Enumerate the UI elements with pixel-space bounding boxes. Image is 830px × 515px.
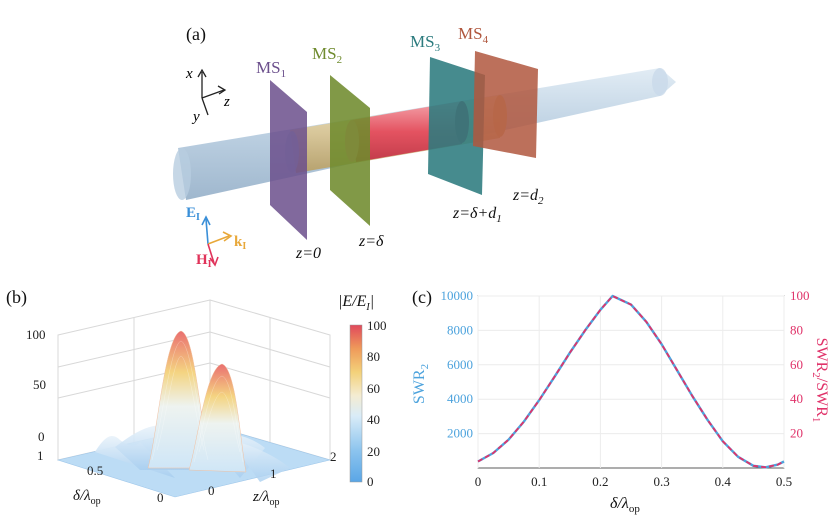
left-tick-label: 10000: [441, 288, 474, 303]
panel-b: (b): [6, 287, 387, 508]
ms4-label: MS4: [458, 24, 489, 46]
ms2-label: MS2: [312, 44, 342, 66]
delta-tick-0: 0: [157, 490, 164, 505]
z-tick-0: 0: [38, 429, 45, 444]
left-tick-label: 2000: [447, 426, 473, 441]
x-axis-label: δ/λop: [610, 495, 640, 515]
metasurface-ms1: [270, 80, 307, 240]
delta-tick-1: 1: [37, 448, 44, 463]
left-axis-label: SWR2: [411, 364, 431, 404]
metasurface-ms2: [330, 75, 370, 226]
position-d2-label: z=d2: [512, 187, 544, 207]
delta-tick-0-5: 0.5: [87, 463, 103, 478]
x-tick-label: 0.5: [776, 474, 792, 489]
panel-c-label: (c): [412, 287, 432, 308]
axis-y-label: y: [191, 109, 200, 125]
colorbar-tick-80: 80: [367, 349, 380, 364]
ms3-label: MS3: [410, 32, 441, 54]
x-tick-label: 0.4: [715, 474, 732, 489]
x-tick-label: 0: [475, 474, 482, 489]
zlambda-axis-label: z/λop: [252, 489, 280, 508]
zlambda-tick-0: 0: [208, 483, 215, 498]
right-tick-label: 80: [790, 322, 803, 337]
tick-layer: 0 0.1 0.2 0.3 0.4 0.5 10000 8000 6000 4000 2000 100…: [441, 288, 810, 489]
metasurface-ms3: [428, 57, 485, 195]
k-vector-label: kI: [234, 234, 246, 252]
z-tick-50: 50: [33, 377, 46, 392]
coordinate-axes-icon: [197, 68, 227, 116]
metasurface-ms4: [473, 51, 538, 158]
series-line-swr2-swr1: [477, 295, 785, 469]
colorbar-tick-0: 0: [367, 474, 374, 489]
axis-z-label: z: [223, 94, 230, 110]
left-tick-label: 6000: [447, 357, 473, 372]
right-axis-label: SWR2/SWR1: [810, 338, 830, 423]
colorbar-tick-40: 40: [367, 412, 380, 427]
series-layer: [477, 294, 785, 469]
zlambda-tick-1: 1: [270, 466, 277, 481]
axis-x-label: x: [185, 66, 193, 82]
zlambda-tick-2: 2: [330, 449, 337, 464]
colorbar-tick-20: 20: [367, 444, 380, 459]
delta-axis-label: δ/λop: [73, 488, 101, 507]
z-tick-100: 100: [26, 327, 46, 342]
right-tick-label: 40: [790, 391, 803, 406]
right-tick-label: 100: [790, 288, 810, 303]
colorbar-tick-100: 100: [367, 318, 387, 333]
plot-area: [477, 295, 785, 469]
field-vectors-icon: [201, 215, 233, 267]
x-tick-label: 0.3: [653, 474, 669, 489]
waveguide-beam: [173, 68, 676, 200]
x-tick-label: 0.1: [531, 474, 547, 489]
position-delta-label: z=δ: [358, 233, 384, 250]
panel-a-label: (a): [186, 24, 206, 45]
right-tick-label: 20: [790, 426, 803, 441]
h-field-label: HI: [196, 252, 212, 270]
colorbar-tick-60: 60: [367, 381, 380, 396]
panel-c: (c) 0 0.1 0.2 0.3 0.4 0.5 10000 8000 6000 4000 200…: [411, 287, 830, 515]
ms1-label: MS1: [256, 58, 286, 80]
e-field-label: EI: [186, 205, 200, 223]
position-delta-d1-label: z=δ+d1: [452, 205, 502, 225]
right-tick-label: 60: [790, 357, 803, 372]
colorbar: [349, 324, 363, 483]
colorbar-title: |E/EI|: [338, 293, 374, 313]
panel-b-label: (b): [6, 287, 27, 308]
position-z0-label: z=0: [295, 245, 321, 262]
left-tick-label: 4000: [447, 391, 473, 406]
grid: [477, 295, 785, 468]
field-surface: [56, 330, 332, 498]
x-tick-label: 0.2: [592, 474, 608, 489]
left-tick-label: 8000: [447, 322, 473, 337]
panel-a: (a) x z y MS1 MS2: [173, 24, 676, 270]
